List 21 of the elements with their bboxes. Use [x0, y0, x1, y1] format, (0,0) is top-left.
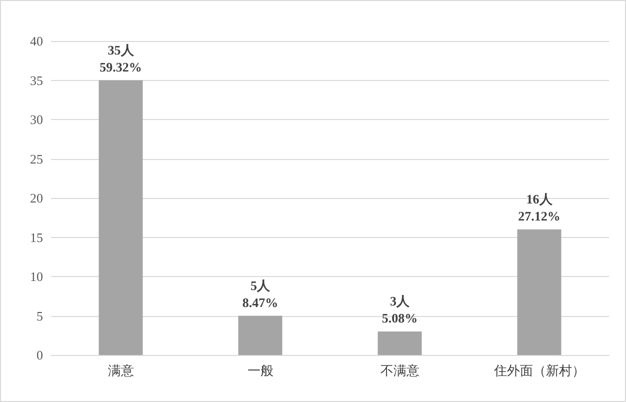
data-label: 35人 59.32%: [100, 42, 142, 74]
y-tick-label: 15: [30, 230, 43, 245]
bar: [378, 331, 422, 355]
y-tick-label: 10: [30, 269, 43, 284]
y-tick-label: 40: [30, 34, 43, 48]
x-tick-label: 一般: [247, 364, 274, 379]
data-label: 16人 27.12%: [518, 191, 560, 224]
y-tick-label: 30: [30, 112, 43, 127]
x-tick-label: 不满意: [380, 364, 420, 379]
data-label: 3人 5.08%: [382, 293, 418, 326]
x-tick-label: 住外面（新村）: [492, 364, 585, 379]
y-tick-label: 25: [30, 151, 43, 166]
x-tick-label: 满意: [108, 364, 134, 379]
bar: [517, 229, 562, 355]
y-tick-label: 35: [30, 72, 43, 88]
data-label: 5人 8.47%: [242, 278, 278, 310]
y-tick-label: 5: [36, 308, 43, 324]
y-tick-label: 0: [36, 348, 43, 362]
y-tick-label: 20: [30, 190, 43, 206]
bar: [238, 316, 282, 355]
bar: [98, 80, 143, 355]
